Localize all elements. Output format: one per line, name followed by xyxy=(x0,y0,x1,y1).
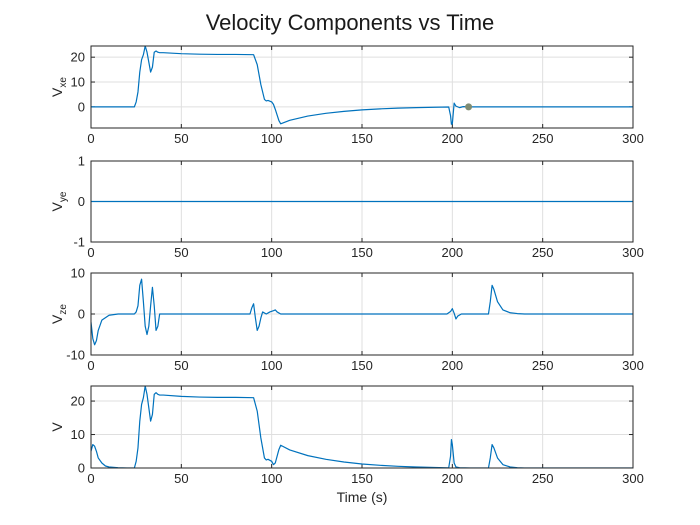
x-tick-label: 300 xyxy=(622,131,644,146)
y-axis-label: Vye xyxy=(49,191,69,211)
x-tick-label: 100 xyxy=(261,358,283,373)
x-tick-label: 50 xyxy=(174,131,188,146)
data-point-marker xyxy=(465,103,473,111)
subplot-4: 0 50 100 150 200 250 300 0 10 20 V xyxy=(49,385,644,486)
y-axis-label-main: V xyxy=(49,201,65,211)
x-tick-label: 50 xyxy=(174,358,188,373)
x-tick-label: 200 xyxy=(441,131,463,146)
y-tick-label: -1 xyxy=(73,235,85,250)
y-axis-label: Vze xyxy=(49,304,69,324)
y-tick-label: -10 xyxy=(66,348,85,363)
x-tick-label: 300 xyxy=(622,358,644,373)
x-tick-label: 150 xyxy=(351,131,373,146)
y-axis-label-subscript: xe xyxy=(58,77,69,88)
y-axis-label-main: V xyxy=(49,87,65,97)
x-tick-label: 150 xyxy=(351,471,373,486)
axes-frame xyxy=(90,160,634,243)
y-axis-label: V xyxy=(49,422,65,432)
y-tick-label: 1 xyxy=(78,154,85,169)
axes-frame xyxy=(90,385,634,469)
y-axis-label: Vxe xyxy=(49,77,69,97)
y-tick-label: 10 xyxy=(71,427,85,442)
x-tick-label: 100 xyxy=(261,131,283,146)
y-tick-label: 0 xyxy=(78,194,85,209)
series-line xyxy=(91,46,633,125)
x-tick-label: 150 xyxy=(351,358,373,373)
x-tick-label: 0 xyxy=(87,131,94,146)
y-tick-label: 20 xyxy=(71,394,85,409)
x-tick-label: 50 xyxy=(174,471,188,486)
x-tick-label: 300 xyxy=(622,245,644,260)
series-line xyxy=(91,278,633,346)
y-axis-label-main: V xyxy=(49,314,65,324)
x-tick-label: 100 xyxy=(261,245,283,260)
x-tick-label: 250 xyxy=(532,131,554,146)
x-tick-label: 300 xyxy=(622,471,644,486)
figure-title: Velocity Components vs Time xyxy=(206,10,495,35)
axes-frame xyxy=(90,272,634,356)
x-tick-label: 0 xyxy=(87,471,94,486)
y-tick-label: 20 xyxy=(71,50,85,65)
x-tick-label: 150 xyxy=(351,245,373,260)
x-tick-label: 250 xyxy=(532,471,554,486)
axes-frame xyxy=(90,45,634,129)
x-tick-label: 200 xyxy=(441,358,463,373)
x-tick-label: 250 xyxy=(532,358,554,373)
x-tick-label: 0 xyxy=(87,358,94,373)
x-tick-label: 200 xyxy=(441,471,463,486)
y-axis-label-subscript: ye xyxy=(58,191,69,202)
y-tick-label: 0 xyxy=(78,307,85,322)
y-tick-label: 10 xyxy=(71,75,85,90)
x-tick-label: 100 xyxy=(261,471,283,486)
y-tick-label: 0 xyxy=(78,461,85,476)
y-tick-label: 0 xyxy=(78,99,85,114)
x-tick-label: 50 xyxy=(174,245,188,260)
x-tick-label: 0 xyxy=(87,245,94,260)
x-tick-label: 250 xyxy=(532,245,554,260)
y-axis-label-subscript: ze xyxy=(58,304,69,315)
x-axis-label: Time (s) xyxy=(337,489,388,505)
y-tick-label: 10 xyxy=(71,266,85,281)
y-axis-label-main: V xyxy=(49,422,65,432)
x-tick-label: 200 xyxy=(441,245,463,260)
